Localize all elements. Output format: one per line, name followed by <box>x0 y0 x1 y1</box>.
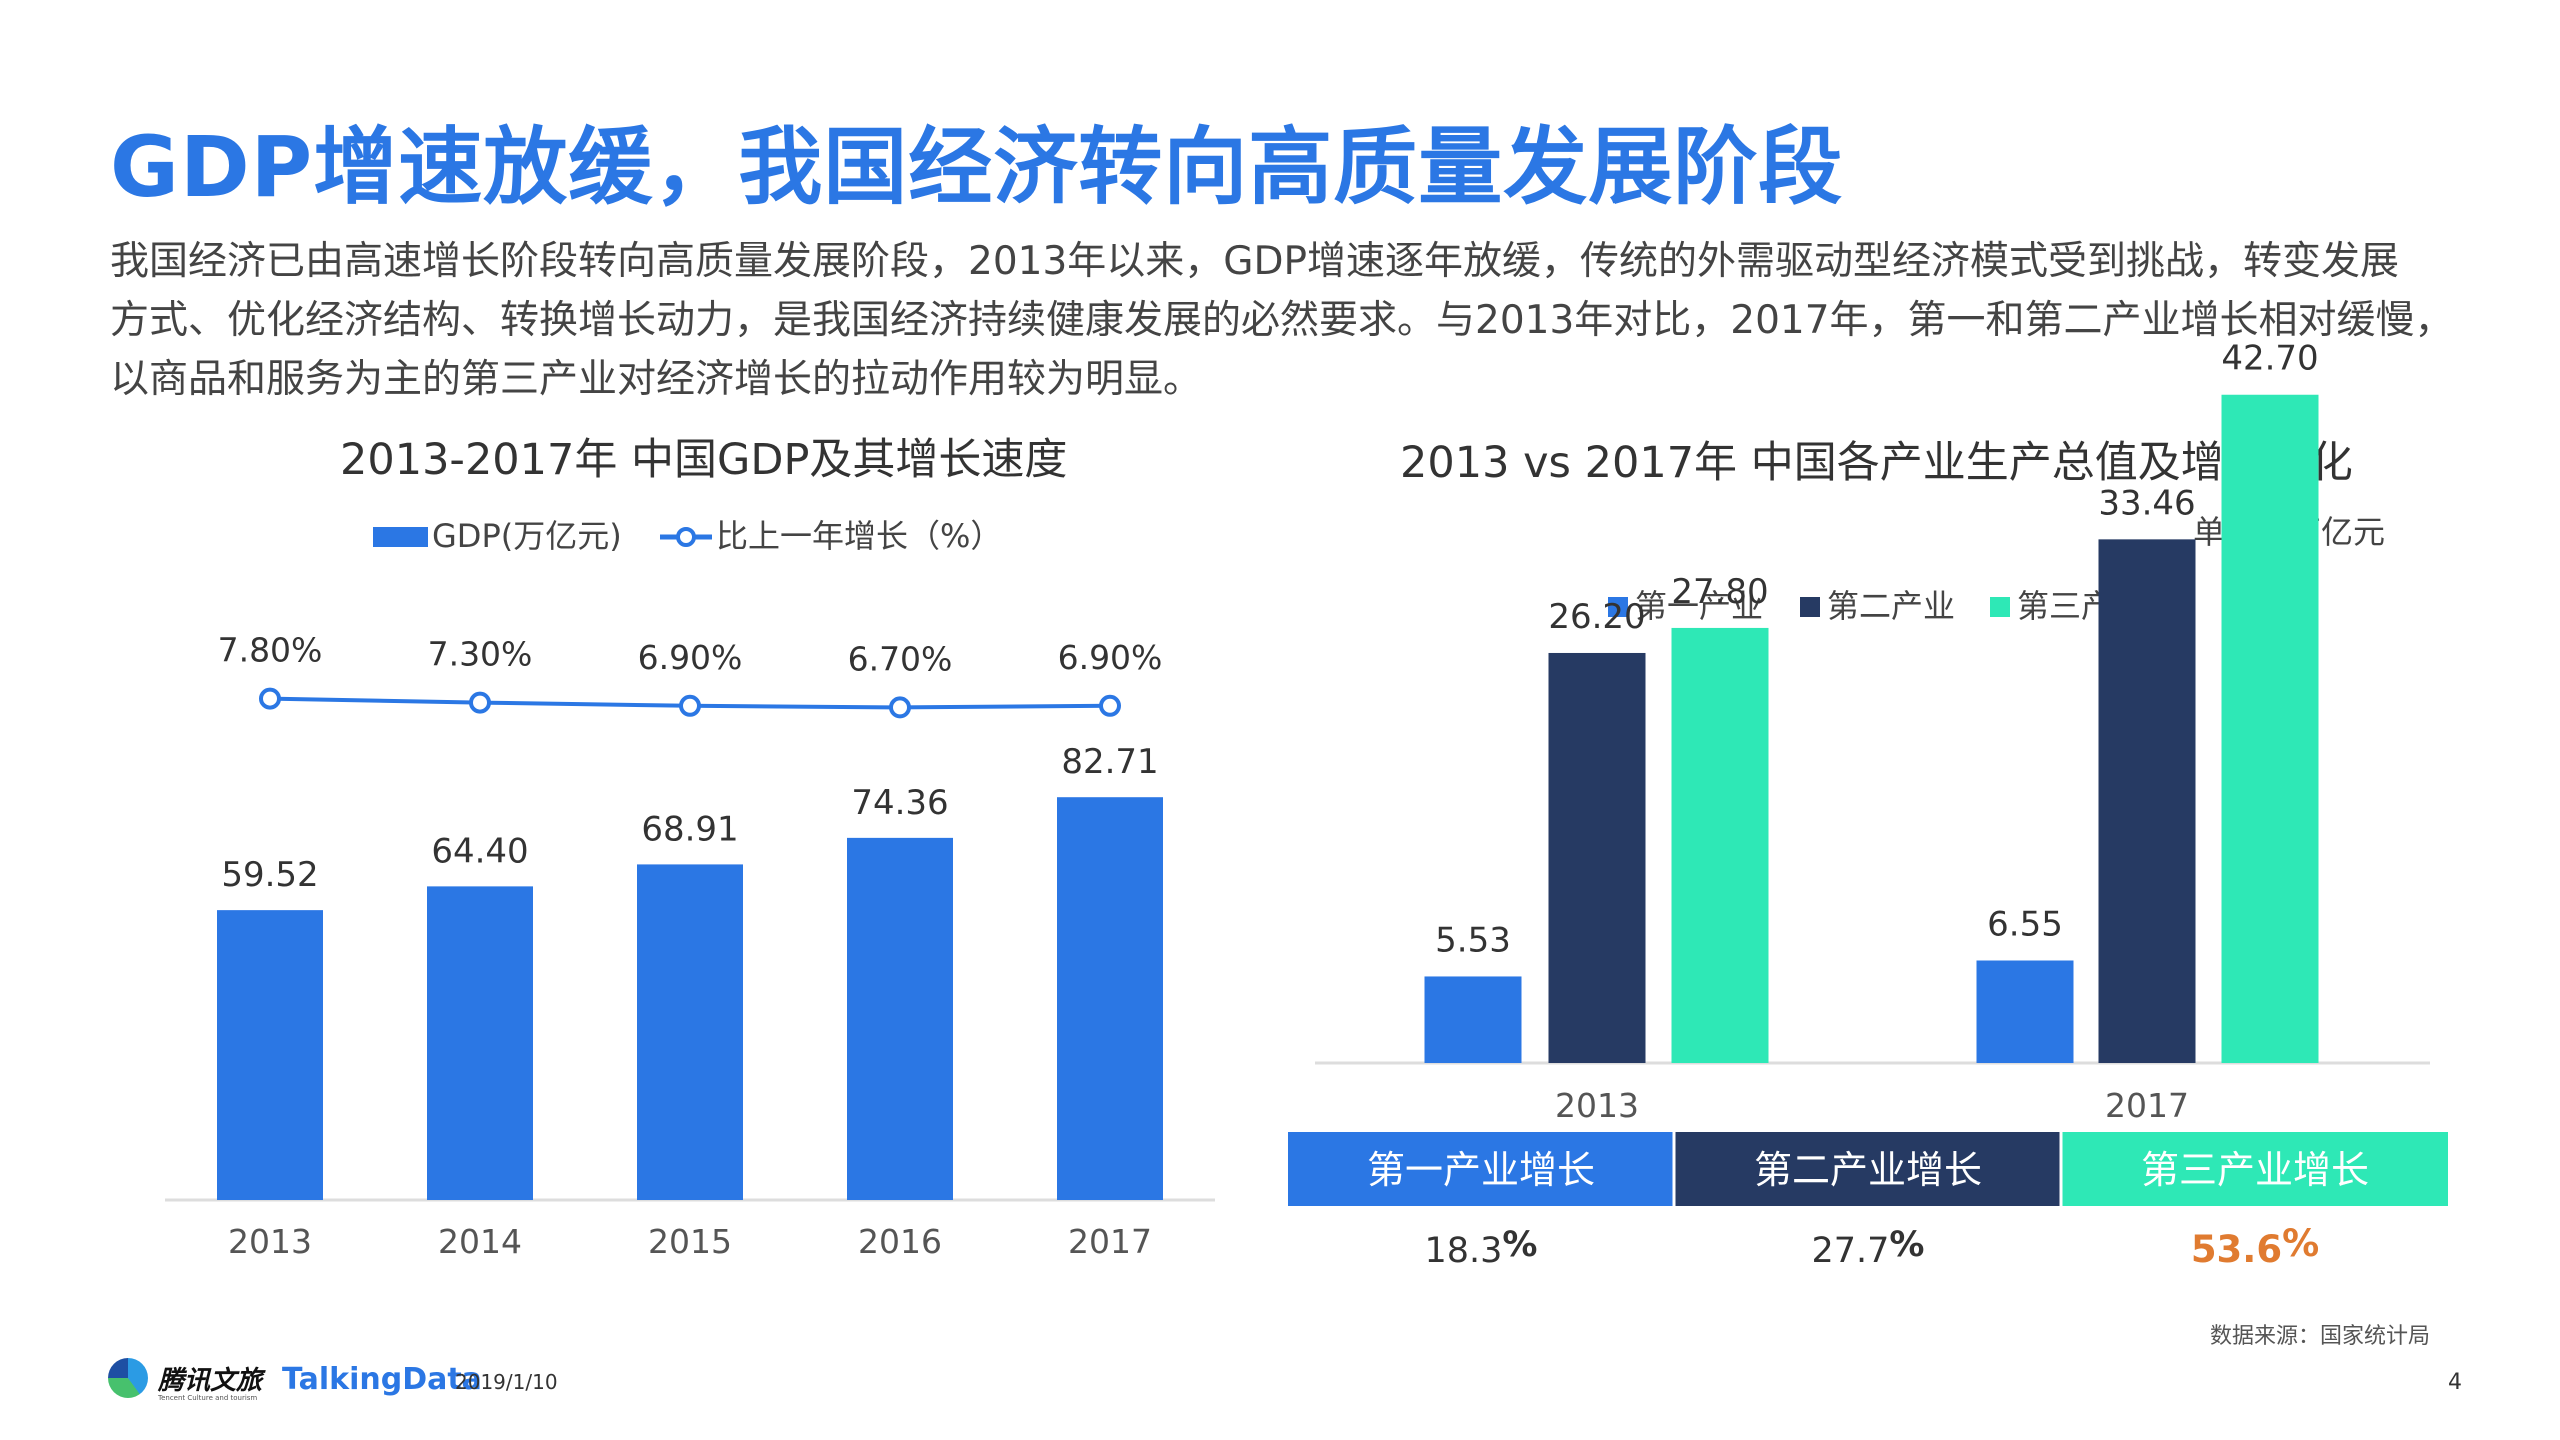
intro-line: 方式、优化经济结构、转换增长动力，是我国经济持续健康发展的必然要求。与2013年… <box>110 298 2454 343</box>
talkingdata-logo: TalkingData <box>282 1362 482 1397</box>
sector-bar <box>2221 394 2319 1063</box>
growth-table-value: 18.3% <box>1424 1225 1537 1271</box>
intro-text: 我国经济已由高速增长阶段转向高质量发展阶段，2013年以来，GDP增速逐年放缓，… <box>110 232 2490 409</box>
growth-value-number: 53.6 <box>2191 1228 2282 1271</box>
sector-bar <box>1424 976 1522 1063</box>
legend-swatch-gdp <box>373 527 428 547</box>
sector-bar <box>2098 539 2196 1063</box>
intro-line: 我国经济已由高速增长阶段转向高质量发展阶段，2013年以来，GDP增速逐年放缓，… <box>110 239 2400 284</box>
intro-line: 以商品和服务为主的第三产业对经济增长的拉动作用较为明显。 <box>110 357 1203 402</box>
legend-swatch-growth-marker <box>676 527 696 547</box>
x-tick-label: 2016 <box>858 1222 942 1261</box>
growth-value-label: 6.90% <box>1058 638 1163 677</box>
growth-table-header <box>2062 1132 2448 1206</box>
x-tick-label: 2015 <box>648 1222 732 1261</box>
gdp-value-label: 82.71 <box>1061 742 1158 782</box>
x-tick-label: 2013 <box>1555 1086 1639 1125</box>
growth-table-header-label: 第三产业增长 <box>2141 1148 2369 1192</box>
growth-point <box>259 687 281 710</box>
gdp-value-label: 74.36 <box>851 783 948 823</box>
sector-bar <box>1671 627 1769 1063</box>
sector-value-label: 33.46 <box>2098 483 2195 523</box>
growth-table-value: 53.6% <box>2191 1222 2319 1271</box>
data-source: 数据来源：国家统计局 <box>2210 1324 2431 1349</box>
growth-value-label: 7.80% <box>218 631 323 670</box>
left-chart-title: 2013-2017年 中国GDP及其增长速度 <box>340 435 1068 485</box>
growth-point <box>679 694 701 717</box>
growth-value-label: 7.30% <box>428 635 533 674</box>
gdp-bar <box>1057 797 1163 1200</box>
sector-bar <box>1976 960 2074 1063</box>
gdp-value-label: 59.52 <box>221 855 318 895</box>
legend-label-sector: 第二产业 <box>1827 587 1955 625</box>
legend-label-gdp: GDP(万亿元) <box>432 517 622 555</box>
tencent-logo-icon <box>108 1358 148 1398</box>
growth-point <box>469 691 491 714</box>
gdp-value-label: 64.40 <box>431 831 528 871</box>
gdp-bar <box>217 910 323 1200</box>
tencent-logo-subtext: Tencent Culture and tourism <box>158 1394 258 1402</box>
gdp-bar <box>847 837 953 1200</box>
x-tick-label: 2017 <box>2105 1086 2189 1125</box>
legend-swatch-sector <box>1800 597 1820 617</box>
growth-table-header-label: 第一产业增长 <box>1367 1148 1595 1192</box>
gdp-bar <box>427 886 533 1200</box>
legend-label-sector: 第一产业 <box>1635 587 1763 625</box>
x-tick-label: 2014 <box>438 1222 522 1261</box>
sector-value-label: 42.70 <box>2221 339 2318 379</box>
tencent-logo-text: 腾讯文旅 <box>158 1365 263 1396</box>
footer-date: 2019/1/10 <box>455 1370 558 1394</box>
x-tick-label: 2013 <box>228 1222 312 1261</box>
sector-bar <box>1548 652 1646 1063</box>
growth-value-unit: % <box>1502 1225 1537 1265</box>
legend-swatch-sector <box>1990 597 2010 617</box>
growth-value-unit: % <box>1889 1225 1924 1265</box>
growth-table-header <box>1288 1132 1674 1206</box>
legend-label-growth: 比上一年增长（%） <box>716 517 1002 555</box>
gdp-value-label: 68.91 <box>641 809 738 849</box>
tencent-logo: 腾讯文旅 Tencent Culture and tourism <box>108 1358 263 1402</box>
growth-table-value: 27.7% <box>1811 1225 1924 1271</box>
growth-table-header <box>1675 1132 2061 1206</box>
x-tick-label: 2017 <box>1068 1222 1152 1261</box>
gdp-bar <box>637 864 743 1200</box>
growth-value-number: 27.7 <box>1811 1231 1889 1271</box>
sector-value-label: 6.55 <box>1987 904 2063 944</box>
sector-value-label: 5.53 <box>1435 920 1511 960</box>
growth-point <box>889 696 911 719</box>
growth-value-label: 6.70% <box>848 639 953 678</box>
page-number: 4 <box>2448 1370 2462 1395</box>
sector-value-label: 27.80 <box>1671 572 1768 612</box>
legend-swatch-sector <box>1608 597 1628 617</box>
growth-value-label: 6.90% <box>638 638 743 677</box>
growth-value-number: 18.3 <box>1424 1231 1502 1271</box>
growth-table-header-label: 第二产业增长 <box>1754 1148 1982 1192</box>
right-chart-title: 2013 vs 2017年 中国各产业生产总值及增速变化 <box>1400 438 2353 488</box>
sector-value-label: 26.20 <box>1548 597 1645 637</box>
growth-value-unit: % <box>2282 1222 2319 1265</box>
growth-point <box>1099 694 1121 717</box>
page-title: GDP增速放缓，我国经济转向高质量发展阶段 <box>110 118 1844 216</box>
